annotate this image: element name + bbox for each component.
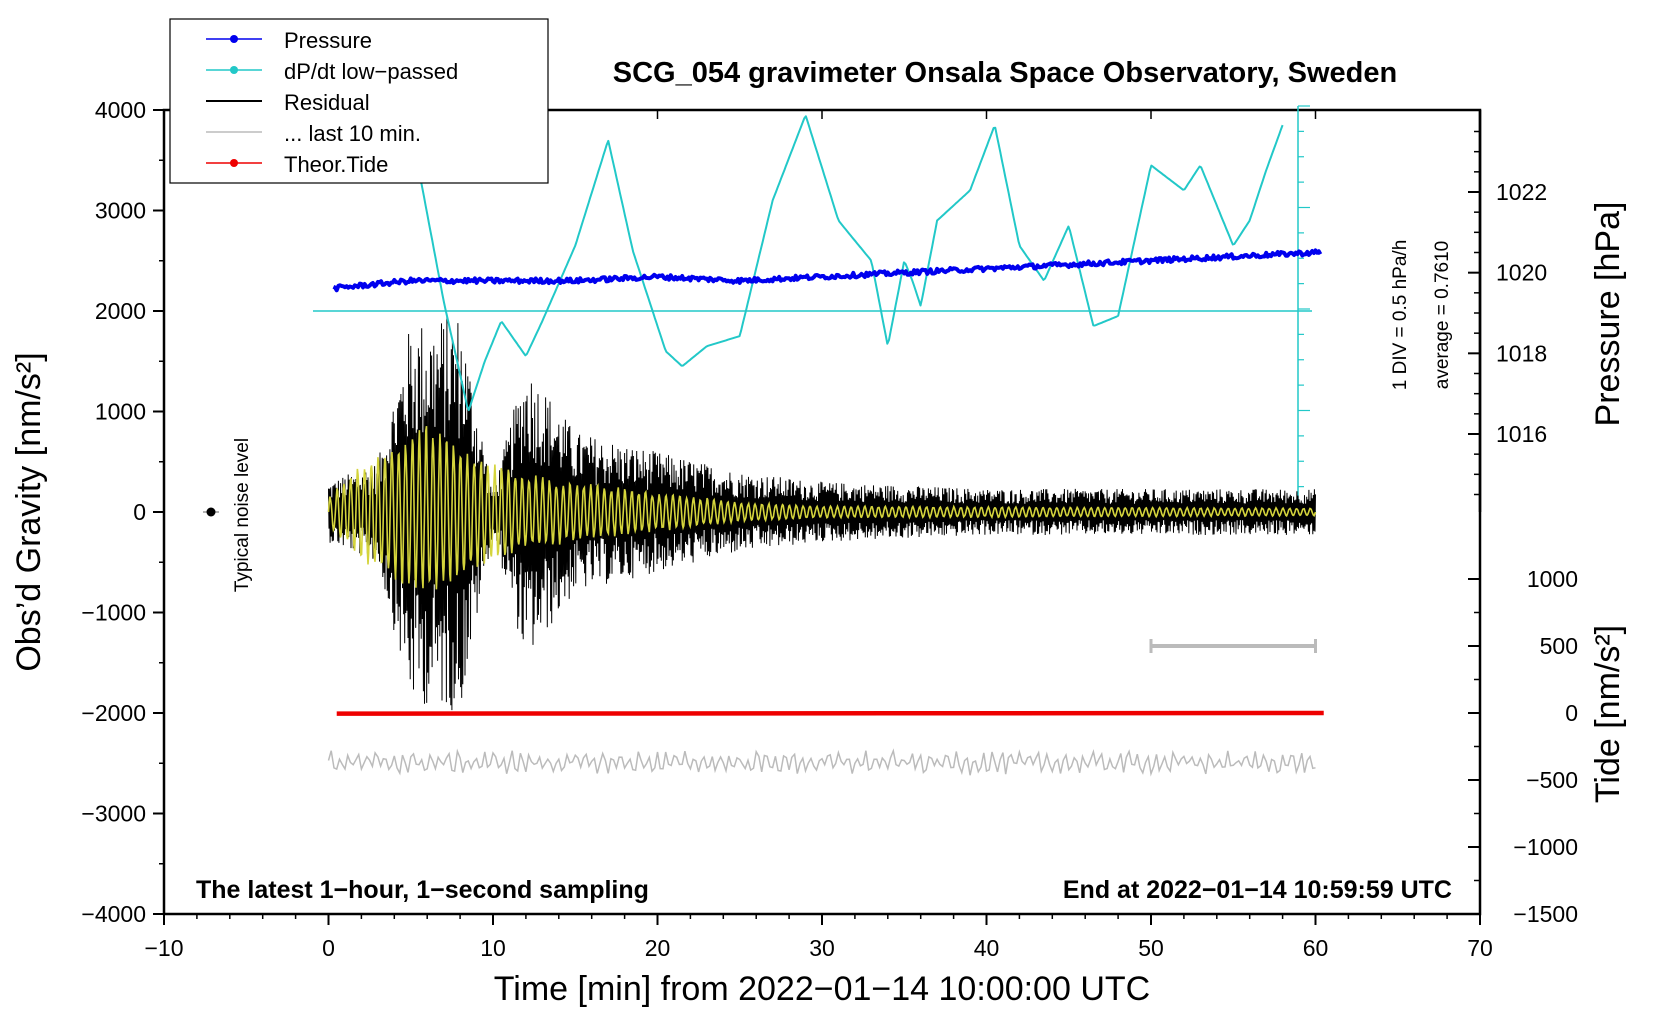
legend: Pressure dP/dt low−passed Residual ... l…	[169, 18, 549, 184]
legend-label-pressure: Pressure	[284, 28, 372, 53]
series-layer	[203, 105, 1324, 777]
legend-label-residual: Residual	[284, 90, 370, 115]
bandpass-series	[327, 425, 1317, 590]
legend-marker-sample	[230, 35, 238, 43]
pressure-axis-title: Pressure [hPa]	[1589, 202, 1627, 427]
x-tick-label: 50	[1138, 935, 1164, 961]
last-10-min-series	[327, 748, 1316, 777]
y-tick-label: 4000	[95, 97, 146, 123]
axes-layer: −10 0 10 20 30 40 50 60 7040003000200010000−1000…	[81, 97, 1578, 961]
x-tick-label: 40	[974, 935, 1000, 961]
dpdt-series	[418, 115, 1284, 412]
tide-tick-label: −1000	[1513, 834, 1578, 860]
noise-label: Typical noise level	[232, 438, 253, 592]
y-tick-label: 2000	[95, 298, 146, 324]
end-time-note: End at 2022−01−14 10:59:59 UTC	[1063, 876, 1452, 904]
y-tick-label: −4000	[81, 901, 146, 927]
noise-level-marker	[206, 507, 216, 517]
legend-entries	[206, 35, 262, 167]
pressure-tick-label: 1016	[1496, 421, 1547, 447]
legend-label-dpdt: dP/dt low−passed	[284, 59, 458, 84]
tide-tick-label: 1000	[1527, 566, 1578, 592]
pressure-tick-label: 1020	[1496, 260, 1547, 286]
y-tick-label: 0	[133, 499, 146, 525]
legend-label-tide: Theor.Tide	[284, 152, 388, 177]
legend-marker-sample	[230, 66, 238, 74]
tide-tick-label: 0	[1565, 700, 1578, 726]
tide-tick-label: −1500	[1513, 901, 1578, 927]
x-tick-label: 60	[1303, 935, 1329, 961]
y-tick-label: −1000	[81, 600, 146, 626]
x-axis-title: Time [min] from 2022−01−14 10:00:00 UTC	[494, 970, 1150, 1008]
chart-title: SCG_054 gravimeter Onsala Space Observat…	[613, 57, 1397, 89]
pressure-tick-label: 1022	[1496, 179, 1547, 205]
tide-series	[336, 710, 1324, 716]
tide-axis-title: Tide [nm/s²]	[1589, 625, 1627, 803]
x-tick-label: 70	[1467, 935, 1493, 961]
x-tick-label: 10	[480, 935, 506, 961]
y-tick-label: −2000	[81, 700, 146, 726]
x-tick-label: −10	[144, 935, 183, 961]
average-note: average = 0.7610	[1432, 241, 1453, 389]
y-tick-label: −3000	[81, 801, 146, 827]
legend-marker-sample	[230, 159, 238, 167]
x-tick-label: 0	[322, 935, 335, 961]
pressure-series	[332, 248, 1323, 293]
tide-tick-label: −500	[1526, 767, 1578, 793]
tide-tick-label: 500	[1540, 633, 1578, 659]
x-tick-label: 30	[809, 935, 835, 961]
y-axis-title: Obs’d Gravity [nm/s²]	[10, 352, 48, 671]
y-tick-label: 3000	[95, 198, 146, 224]
legend-label-last10: ... last 10 min.	[284, 121, 421, 146]
pressure-tick-label: 1018	[1496, 340, 1547, 366]
y-tick-label: 1000	[95, 399, 146, 425]
sampling-note: The latest 1−hour, 1−second sampling	[196, 876, 649, 904]
x-tick-label: 20	[645, 935, 671, 961]
pressure-scale-note: 1 DIV = 0.5 hPa/h	[1390, 240, 1411, 391]
